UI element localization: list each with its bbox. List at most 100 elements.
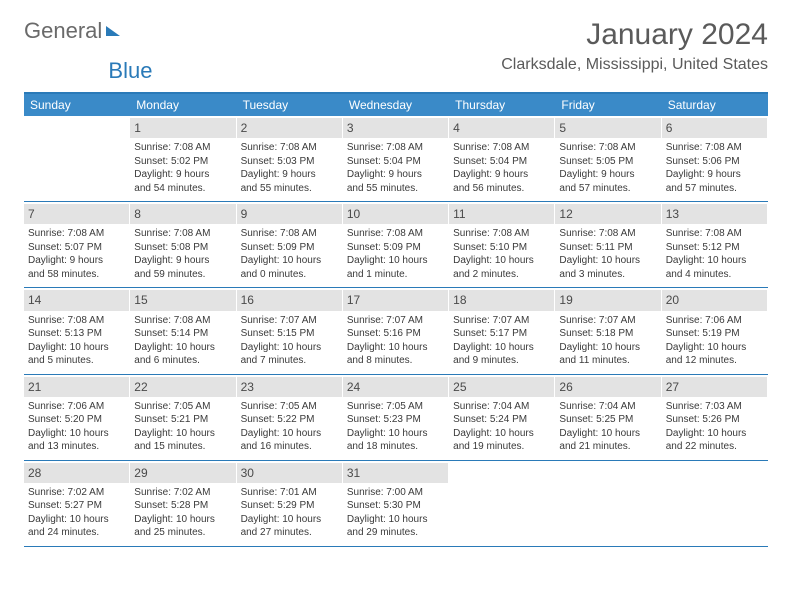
daylight-text: and 59 minutes. xyxy=(134,268,231,282)
daylight-text: Daylight: 10 hours xyxy=(347,513,444,527)
daylight-text: Daylight: 9 hours xyxy=(666,168,763,182)
day-cell: 24Sunrise: 7:05 AMSunset: 5:23 PMDayligh… xyxy=(343,375,449,460)
daylight-text: Daylight: 10 hours xyxy=(134,513,231,527)
daylight-text: Daylight: 9 hours xyxy=(241,168,338,182)
sunrise-text: Sunrise: 7:08 AM xyxy=(347,141,444,155)
daylight-text: and 9 minutes. xyxy=(453,354,550,368)
daylight-text: and 25 minutes. xyxy=(134,526,231,540)
sunrise-text: Sunrise: 7:08 AM xyxy=(241,227,338,241)
daylight-text: and 57 minutes. xyxy=(666,182,763,196)
sunset-text: Sunset: 5:11 PM xyxy=(559,241,656,255)
day-number: 1 xyxy=(130,118,235,138)
sunset-text: Sunset: 5:17 PM xyxy=(453,327,550,341)
day-cell: 20Sunrise: 7:06 AMSunset: 5:19 PMDayligh… xyxy=(662,288,768,373)
daylight-text: and 8 minutes. xyxy=(347,354,444,368)
weekday-header: Sunday xyxy=(24,94,130,116)
week-row: 14Sunrise: 7:08 AMSunset: 5:13 PMDayligh… xyxy=(24,288,768,374)
daylight-text: Daylight: 10 hours xyxy=(28,427,125,441)
day-number: 13 xyxy=(662,204,767,224)
day-cell: 18Sunrise: 7:07 AMSunset: 5:17 PMDayligh… xyxy=(449,288,555,373)
sunrise-text: Sunrise: 7:08 AM xyxy=(134,314,231,328)
logo: General xyxy=(24,18,122,44)
sunset-text: Sunset: 5:15 PM xyxy=(241,327,338,341)
week-row: 21Sunrise: 7:06 AMSunset: 5:20 PMDayligh… xyxy=(24,375,768,461)
daylight-text: and 55 minutes. xyxy=(241,182,338,196)
daylight-text: and 55 minutes. xyxy=(347,182,444,196)
sunset-text: Sunset: 5:16 PM xyxy=(347,327,444,341)
daylight-text: and 13 minutes. xyxy=(28,440,125,454)
day-cell: 3Sunrise: 7:08 AMSunset: 5:04 PMDaylight… xyxy=(343,116,449,201)
sunrise-text: Sunrise: 7:02 AM xyxy=(28,486,125,500)
sunset-text: Sunset: 5:03 PM xyxy=(241,155,338,169)
sunrise-text: Sunrise: 7:05 AM xyxy=(134,400,231,414)
daylight-text: and 4 minutes. xyxy=(666,268,763,282)
sunset-text: Sunset: 5:14 PM xyxy=(134,327,231,341)
daylight-text: and 57 minutes. xyxy=(559,182,656,196)
day-number: 24 xyxy=(343,377,448,397)
sunset-text: Sunset: 5:09 PM xyxy=(241,241,338,255)
daylight-text: and 24 minutes. xyxy=(28,526,125,540)
week-row: 1 Sunrise: 7:08 AM Sunset: 5:02 PM Daylight… xyxy=(24,116,768,202)
daylight-text: Daylight: 9 hours xyxy=(28,254,125,268)
sunrise-text: Sunrise: 7:07 AM xyxy=(347,314,444,328)
daylight-text: Daylight: 9 hours xyxy=(453,168,550,182)
day-cell: 27Sunrise: 7:03 AMSunset: 5:26 PMDayligh… xyxy=(662,375,768,460)
day-number: 6 xyxy=(662,118,767,138)
day-cell: 23Sunrise: 7:05 AMSunset: 5:22 PMDayligh… xyxy=(237,375,343,460)
sunset-text: Sunset: 5:06 PM xyxy=(666,155,763,169)
location-text: Clarksdale, Mississippi, United States xyxy=(501,56,768,74)
day-number: 28 xyxy=(24,463,129,483)
day-cell: 4Sunrise: 7:08 AMSunset: 5:04 PMDaylight… xyxy=(449,116,555,201)
weekday-header-row: Sunday Monday Tuesday Wednesday Thursday… xyxy=(24,94,768,116)
daylight-text: Daylight: 10 hours xyxy=(134,341,231,355)
sunrise-text: Sunrise: 7:08 AM xyxy=(28,314,125,328)
day-number: 29 xyxy=(130,463,235,483)
sunset-text: Sunset: 5:08 PM xyxy=(134,241,231,255)
day-number: 8 xyxy=(130,204,235,224)
daylight-text: Daylight: 10 hours xyxy=(453,341,550,355)
sunset-text: Sunset: 5:20 PM xyxy=(28,413,125,427)
day-cell: 11Sunrise: 7:08 AMSunset: 5:10 PMDayligh… xyxy=(449,202,555,287)
day-cell: 13Sunrise: 7:08 AMSunset: 5:12 PMDayligh… xyxy=(662,202,768,287)
day-cell: 9Sunrise: 7:08 AMSunset: 5:09 PMDaylight… xyxy=(237,202,343,287)
sunset-text: Sunset: 5:02 PM xyxy=(134,155,231,169)
logo-triangle-icon xyxy=(106,26,120,36)
daylight-text: Daylight: 10 hours xyxy=(347,254,444,268)
daylight-text: Daylight: 10 hours xyxy=(241,341,338,355)
sunset-text: Sunset: 5:19 PM xyxy=(666,327,763,341)
sunset-text: Sunset: 5:13 PM xyxy=(28,327,125,341)
day-cell: 10Sunrise: 7:08 AMSunset: 5:09 PMDayligh… xyxy=(343,202,449,287)
daylight-text: and 15 minutes. xyxy=(134,440,231,454)
daylight-text: and 3 minutes. xyxy=(559,268,656,282)
day-cell: 21Sunrise: 7:06 AMSunset: 5:20 PMDayligh… xyxy=(24,375,130,460)
day-number: 23 xyxy=(237,377,342,397)
sunset-text: Sunset: 5:07 PM xyxy=(28,241,125,255)
sunset-text: Sunset: 5:21 PM xyxy=(134,413,231,427)
day-number: 19 xyxy=(555,290,660,310)
daylight-text: Daylight: 10 hours xyxy=(666,341,763,355)
day-number: 2 xyxy=(237,118,342,138)
daylight-text: and 16 minutes. xyxy=(241,440,338,454)
day-cell: 19Sunrise: 7:07 AMSunset: 5:18 PMDayligh… xyxy=(555,288,661,373)
daylight-text: and 54 minutes. xyxy=(134,182,231,196)
day-cell: 7Sunrise: 7:08 AMSunset: 5:07 PMDaylight… xyxy=(24,202,130,287)
daylight-text: Daylight: 9 hours xyxy=(347,168,444,182)
day-number: 16 xyxy=(237,290,342,310)
logo-text-general: General xyxy=(24,18,102,44)
day-cell: 2Sunrise: 7:08 AMSunset: 5:03 PMDaylight… xyxy=(237,116,343,201)
day-cell: 1Sunrise: 7:08 AMSunset: 5:02 PMDaylight… xyxy=(130,116,236,201)
day-cell: 16Sunrise: 7:07 AMSunset: 5:15 PMDayligh… xyxy=(237,288,343,373)
day-cell: 25Sunrise: 7:04 AMSunset: 5:24 PMDayligh… xyxy=(449,375,555,460)
daylight-text: and 58 minutes. xyxy=(28,268,125,282)
daylight-text: and 21 minutes. xyxy=(559,440,656,454)
daylight-text: Daylight: 10 hours xyxy=(241,254,338,268)
daylight-text: and 56 minutes. xyxy=(453,182,550,196)
week-row: 28Sunrise: 7:02 AMSunset: 5:27 PMDayligh… xyxy=(24,461,768,547)
sunrise-text: Sunrise: 7:08 AM xyxy=(559,141,656,155)
sunrise-text: Sunrise: 7:08 AM xyxy=(559,227,656,241)
sunrise-text: Sunrise: 7:07 AM xyxy=(453,314,550,328)
daylight-text: and 2 minutes. xyxy=(453,268,550,282)
daylight-text: and 19 minutes. xyxy=(453,440,550,454)
sunrise-text: Sunrise: 7:08 AM xyxy=(453,141,550,155)
weekday-header: Monday xyxy=(130,94,236,116)
